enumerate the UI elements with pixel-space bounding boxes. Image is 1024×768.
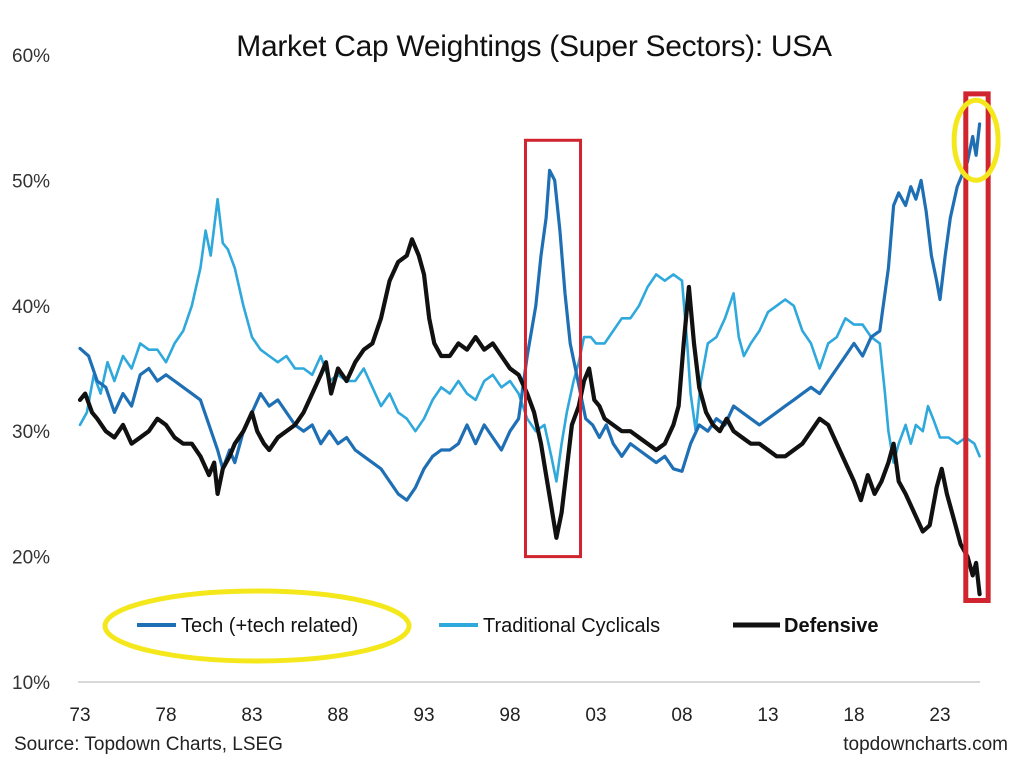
chart-title: Market Cap Weightings (Super Sectors): U… [236, 30, 832, 63]
x-tick-label: 93 [413, 705, 434, 726]
series-line-defensive [77, 237, 982, 597]
y-tick-label: 30% [12, 422, 50, 443]
website-credit: topdowncharts.com [843, 734, 1008, 755]
legend-item-tech: Tech (+tech related) [137, 615, 358, 637]
y-tick-label: 50% [12, 171, 50, 192]
legend-highlight-ellipse [102, 588, 412, 664]
y-tick-label: 10% [12, 673, 50, 694]
annotations [523, 91, 1001, 603]
x-tick-label: 23 [929, 705, 950, 726]
x-tick-label: 83 [241, 705, 262, 726]
highlight-ellipse [951, 97, 1001, 183]
x-tick-label: 18 [843, 705, 864, 726]
x-tick-label: 03 [585, 705, 606, 726]
y-tick-label: 60% [12, 46, 50, 67]
series-line-tech [78, 122, 982, 502]
legend-label-cyclicals: Traditional Cyclicals [483, 615, 660, 637]
x-tick-label: 08 [671, 705, 692, 726]
legend-item-cyclicals: Traditional Cyclicals [439, 615, 660, 637]
y-axis: 10% 20% 30% 40% 50% 60% [12, 46, 50, 694]
highlight-box [523, 138, 583, 559]
x-tick-label: 98 [499, 705, 520, 726]
x-tick-label: 88 [327, 705, 348, 726]
source-note: Source: Topdown Charts, LSEG [14, 734, 283, 755]
x-tick-label: 73 [69, 705, 90, 726]
legend-label-tech: Tech (+tech related) [181, 615, 358, 637]
x-tick-label: 78 [155, 705, 176, 726]
legend-item-defensive: Defensive [733, 615, 879, 637]
legend-label-defensive: Defensive [784, 615, 879, 637]
legend: Tech (+tech related) Traditional Cyclica… [102, 588, 879, 664]
y-tick-label: 40% [12, 297, 50, 318]
series-line-cyclicals [78, 197, 981, 483]
x-tick-label: 13 [757, 705, 778, 726]
x-axis: 73 78 83 88 93 98 03 08 13 18 23 [69, 705, 950, 726]
highlight-box [963, 91, 991, 603]
y-tick-label: 20% [12, 548, 50, 569]
series-lines [77, 122, 982, 597]
